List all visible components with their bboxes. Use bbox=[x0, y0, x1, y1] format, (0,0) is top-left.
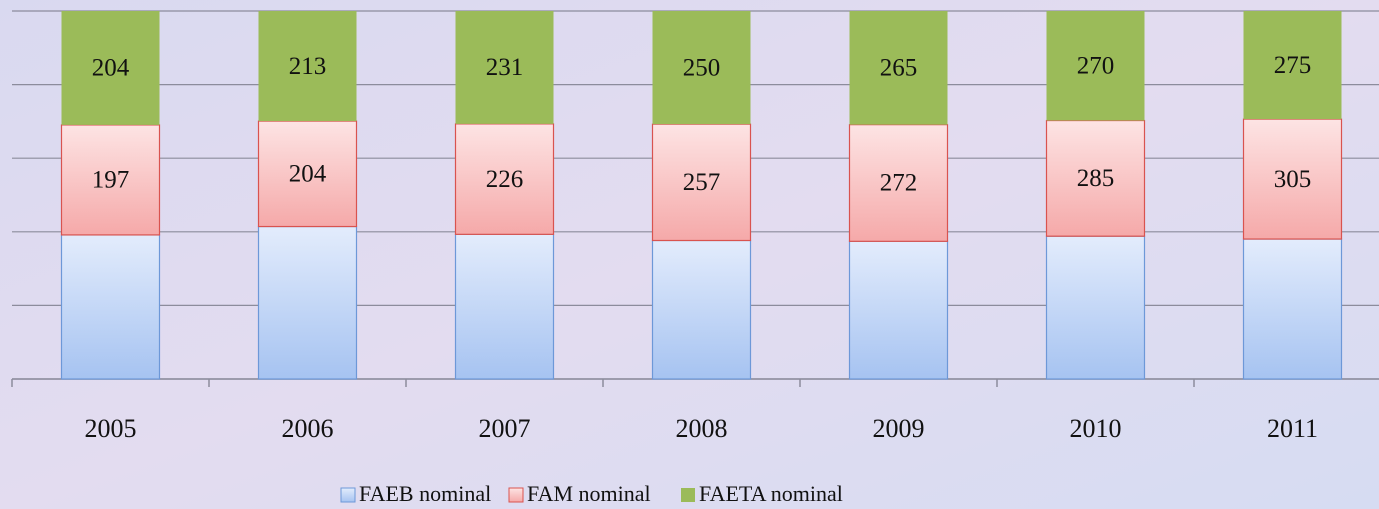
bar-segment bbox=[257, 225, 358, 380]
data-label: 226 bbox=[486, 166, 524, 193]
bar-segment bbox=[1242, 238, 1343, 380]
bar-segment bbox=[1242, 118, 1343, 240]
x-tick-label: 2006 bbox=[282, 414, 334, 443]
x-tick-label: 2007 bbox=[479, 414, 531, 443]
data-label: 257 bbox=[683, 169, 721, 196]
bar-segment bbox=[652, 11, 751, 125]
bar-segment bbox=[258, 11, 357, 122]
bar-segment bbox=[454, 123, 555, 235]
bar-segment bbox=[60, 124, 161, 236]
x-tick-label: 2011 bbox=[1267, 414, 1318, 443]
data-label: 204 bbox=[92, 55, 130, 82]
data-label: 272 bbox=[880, 170, 918, 197]
bar-segment bbox=[455, 11, 554, 124]
bar-segment bbox=[454, 233, 555, 380]
bar-segment bbox=[651, 123, 752, 242]
x-tick-label: 2009 bbox=[873, 414, 925, 443]
legend-swatch bbox=[340, 487, 356, 503]
x-tick-label: 2010 bbox=[1070, 414, 1122, 443]
bar-segment bbox=[651, 239, 752, 380]
legend-label: FAEB nominal bbox=[359, 481, 491, 506]
bar-segment bbox=[848, 240, 949, 380]
bar-segment bbox=[60, 234, 161, 380]
bar-segment bbox=[1243, 11, 1342, 120]
data-label: 231 bbox=[486, 54, 524, 81]
data-label: 250 bbox=[683, 54, 721, 81]
legend-label: FAETA nominal bbox=[699, 481, 843, 506]
legend-label: FAM nominal bbox=[527, 481, 651, 506]
x-tick-label: 2005 bbox=[85, 414, 137, 443]
bar-segment bbox=[61, 11, 160, 125]
data-label: 197 bbox=[92, 167, 130, 194]
data-label: 305 bbox=[1274, 166, 1312, 193]
bar-segment bbox=[849, 11, 948, 125]
data-label: 285 bbox=[1077, 165, 1115, 192]
legend-swatch bbox=[508, 487, 524, 503]
data-label: 213 bbox=[289, 53, 327, 80]
data-label: 275 bbox=[1274, 52, 1312, 79]
bar-segment bbox=[1045, 119, 1146, 237]
bar-segment bbox=[257, 120, 358, 228]
bar-segment bbox=[848, 124, 949, 242]
data-label: 270 bbox=[1077, 53, 1115, 80]
data-label: 265 bbox=[880, 55, 918, 82]
bar-segment bbox=[1046, 11, 1145, 121]
bar-segment bbox=[1045, 235, 1146, 380]
legend-swatch bbox=[681, 488, 695, 502]
x-tick-label: 2008 bbox=[676, 414, 728, 443]
data-label: 204 bbox=[289, 161, 327, 188]
